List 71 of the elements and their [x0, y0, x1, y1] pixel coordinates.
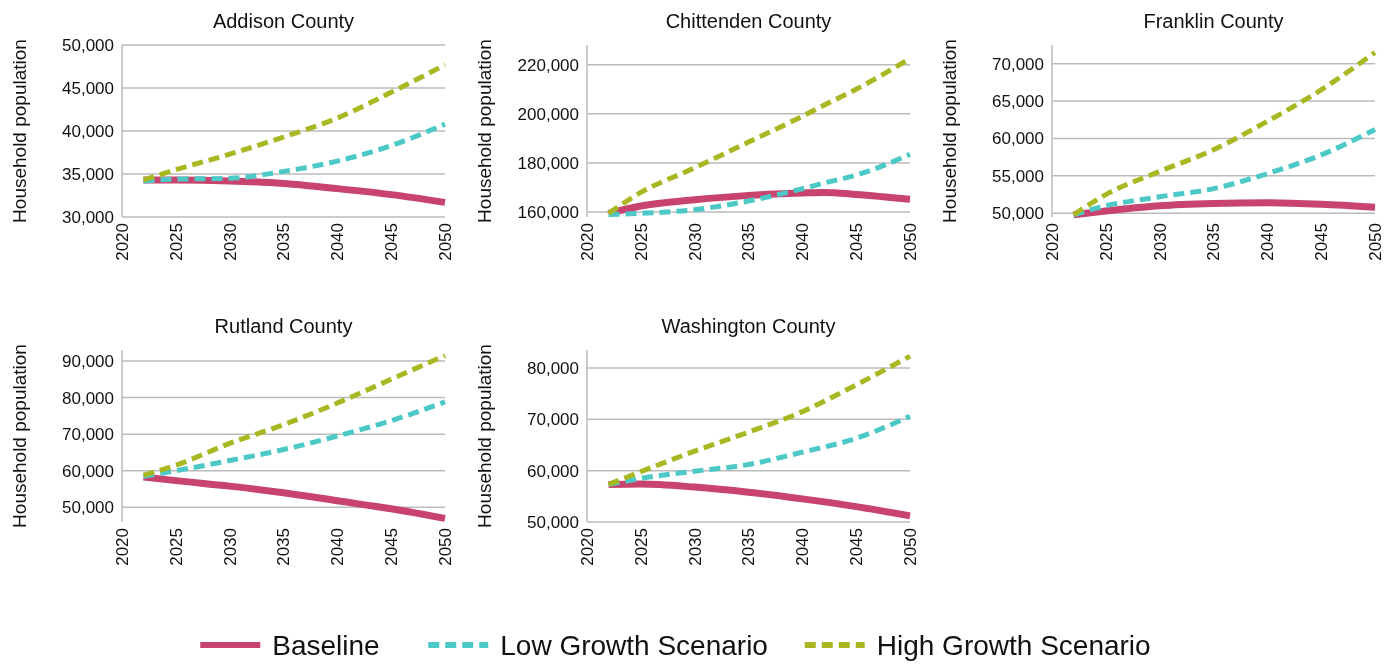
chart-title: Addison County: [212, 10, 355, 32]
y-tick-label: 30,000: [62, 207, 114, 227]
x-tick-label: 2025: [166, 528, 186, 566]
y-tick-label: 60,000: [527, 461, 579, 481]
y-tick-label: 80,000: [62, 388, 114, 408]
chart-title: Franklin County: [1143, 10, 1284, 32]
x-tick-label: 2025: [631, 528, 651, 566]
x-tick-label: 2040: [328, 528, 348, 566]
chart-title: Rutland County: [214, 315, 353, 337]
legend-label: High Growth Scenario: [876, 629, 1151, 661]
y-tick-label: 45,000: [62, 78, 114, 98]
y-tick-label: 50,000: [527, 512, 579, 532]
x-tick-label: 2045: [382, 528, 402, 566]
x-tick-label: 2045: [847, 223, 867, 261]
y-tick-label: 70,000: [992, 54, 1044, 74]
x-tick-label: 2045: [382, 223, 402, 261]
y-tick-label: 60,000: [62, 461, 114, 481]
x-tick-label: 2030: [685, 223, 705, 261]
legend-label: Baseline: [272, 629, 380, 661]
y-axis-title: Household population: [474, 344, 495, 528]
x-tick-label: 2035: [274, 528, 294, 566]
x-tick-label: 2050: [1365, 223, 1385, 261]
x-tick-label: 2040: [328, 223, 348, 261]
y-tick-label: 70,000: [527, 410, 579, 430]
x-tick-label: 2020: [577, 223, 597, 261]
y-tick-label: 80,000: [527, 358, 579, 378]
y-tick-label: 180,000: [517, 153, 579, 173]
x-tick-label: 2045: [1312, 223, 1332, 261]
y-tick-label: 160,000: [517, 203, 579, 223]
x-tick-label: 2045: [847, 528, 867, 566]
y-axis-title: Household population: [474, 39, 495, 223]
y-axis-title: Household population: [9, 344, 30, 528]
x-tick-label: 2020: [577, 528, 597, 566]
x-tick-label: 2050: [900, 223, 920, 261]
y-tick-label: 50,000: [992, 204, 1044, 224]
y-axis-title: Household population: [939, 39, 960, 223]
y-axis-title: Household population: [9, 39, 30, 223]
x-tick-label: 2050: [435, 528, 455, 566]
x-tick-label: 2050: [435, 223, 455, 261]
x-tick-label: 2030: [220, 223, 240, 261]
y-tick-label: 90,000: [62, 351, 114, 371]
x-tick-label: 2020: [112, 223, 132, 261]
chart-title: Chittenden County: [665, 10, 832, 32]
x-tick-label: 2035: [739, 528, 759, 566]
legend-label: Low Growth Scenario: [500, 629, 768, 661]
x-tick-label: 2030: [1150, 223, 1170, 261]
x-tick-label: 2025: [166, 223, 186, 261]
y-tick-label: 65,000: [992, 92, 1044, 112]
x-tick-label: 2025: [1096, 223, 1116, 261]
x-tick-label: 2050: [900, 528, 920, 566]
x-tick-label: 2020: [112, 528, 132, 566]
x-tick-label: 2025: [631, 223, 651, 261]
x-tick-label: 2030: [220, 528, 240, 566]
x-tick-label: 2040: [793, 528, 813, 566]
y-tick-label: 50,000: [62, 498, 114, 518]
x-tick-label: 2035: [739, 223, 759, 261]
y-tick-label: 200,000: [517, 104, 579, 124]
x-tick-label: 2030: [685, 528, 705, 566]
x-tick-label: 2020: [1042, 223, 1062, 261]
x-tick-label: 2040: [793, 223, 813, 261]
x-tick-label: 2035: [274, 223, 294, 261]
y-tick-label: 35,000: [62, 164, 114, 184]
y-tick-label: 60,000: [992, 129, 1044, 149]
chart-title: Washington County: [661, 315, 836, 337]
y-tick-label: 50,000: [62, 35, 114, 55]
y-tick-label: 40,000: [62, 121, 114, 141]
y-tick-label: 70,000: [62, 425, 114, 445]
x-tick-label: 2035: [1204, 223, 1224, 261]
y-tick-label: 220,000: [517, 55, 579, 75]
y-tick-label: 55,000: [992, 166, 1044, 186]
x-tick-label: 2040: [1258, 223, 1278, 261]
